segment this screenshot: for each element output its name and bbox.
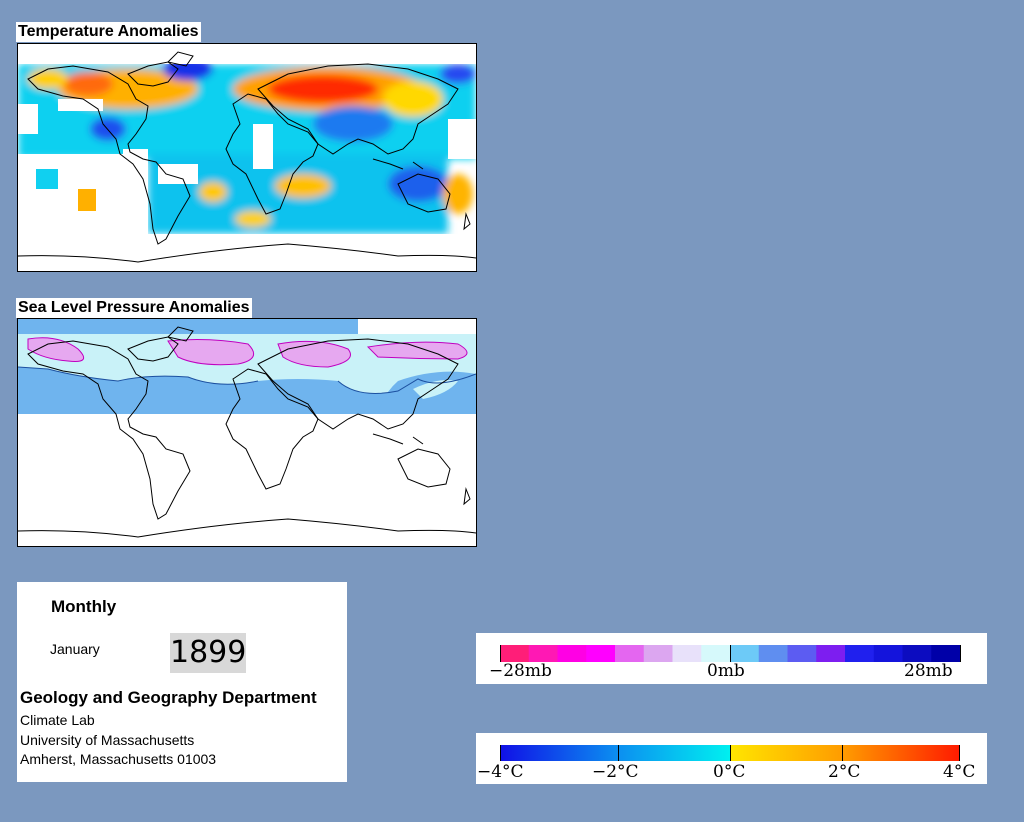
- pressure-swatch: [873, 645, 903, 662]
- frequency-label: Monthly: [51, 597, 117, 616]
- pressure-swatch: [758, 645, 788, 662]
- year-display: 1899: [170, 633, 246, 673]
- pressure-anomaly-map: [17, 318, 477, 547]
- pressure-tick-zero: 0mb: [707, 661, 745, 681]
- pressure-tick-min: −28mb: [489, 661, 552, 681]
- pressure-swatch: [586, 645, 616, 662]
- pressure-swatch: [643, 645, 673, 662]
- pressure-map-canvas: [18, 319, 476, 546]
- pressure-swatch: [701, 645, 731, 662]
- lab-label: Climate Lab: [20, 712, 95, 728]
- pressure-swatch: [816, 645, 846, 662]
- pressure-colorbar: −28mb 0mb 28mb: [476, 633, 987, 684]
- pressure-tick-max: 28mb: [904, 661, 953, 681]
- temperature-tick-plus2: 2°C: [828, 762, 861, 782]
- pressure-swatch: [672, 645, 702, 662]
- pressure-colorbar-swatches: [500, 645, 961, 662]
- address-label: Amherst, Massachusetts 01003: [20, 751, 217, 767]
- info-panel: Monthly January 1899 Geology and Geograp…: [17, 582, 347, 782]
- pressure-swatch: [528, 645, 558, 662]
- pressure-swatch: [730, 645, 760, 662]
- temperature-map-canvas: [18, 44, 476, 271]
- month-label: January: [50, 641, 100, 657]
- university-label: University of Massachusetts: [20, 732, 195, 748]
- temperature-anomaly-map: [17, 43, 477, 272]
- pressure-swatch: [902, 645, 932, 662]
- pressure-swatch: [557, 645, 587, 662]
- pressure-swatch: [500, 645, 530, 662]
- temperature-tick-minus2: −2°C: [592, 762, 639, 782]
- temperature-colorbar-swatches: [500, 745, 960, 761]
- temperature-tick-zero: 0°C: [713, 762, 746, 782]
- temperature-tick-minus4: −4°C: [477, 762, 524, 782]
- temperature-tick-plus4: 4°C: [943, 762, 976, 782]
- pressure-swatch: [845, 645, 875, 662]
- pressure-swatch: [931, 645, 961, 662]
- pressure-swatch: [787, 645, 817, 662]
- department-label: Geology and Geography Department: [20, 688, 317, 707]
- pressure-swatch: [615, 645, 645, 662]
- temperature-map-title: Temperature Anomalies: [16, 22, 201, 42]
- temperature-colorbar: −4°C −2°C 0°C 2°C 4°C: [476, 733, 987, 784]
- pressure-map-title: Sea Level Pressure Anomalies: [16, 298, 252, 318]
